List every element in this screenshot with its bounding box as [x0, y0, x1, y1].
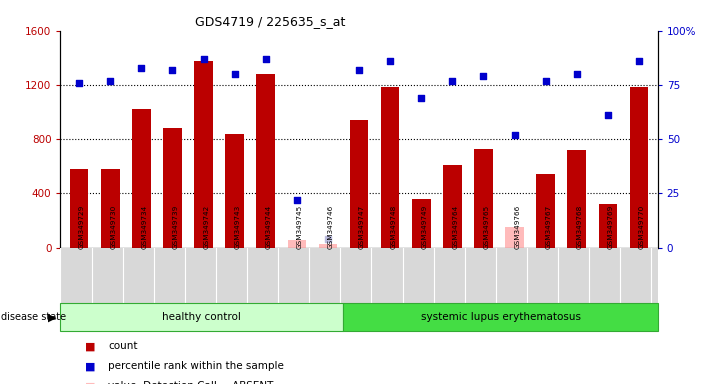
Text: healthy control: healthy control	[162, 312, 241, 322]
Bar	[443, 165, 461, 248]
Text: GSM349743: GSM349743	[235, 205, 240, 249]
Bar	[194, 61, 213, 248]
Text: systemic lupus erythematosus: systemic lupus erythematosus	[420, 312, 580, 322]
Bar	[319, 243, 337, 248]
Text: ■: ■	[85, 341, 96, 351]
Bar	[599, 204, 617, 248]
Bar	[412, 199, 431, 248]
Text: GSM349730: GSM349730	[110, 205, 116, 249]
Bar	[630, 87, 648, 248]
Text: GSM349746: GSM349746	[328, 205, 334, 249]
Point	[447, 78, 458, 84]
Bar	[381, 87, 400, 248]
Text: ■: ■	[85, 381, 96, 384]
Point	[260, 56, 272, 62]
Text: GSM349745: GSM349745	[297, 205, 303, 249]
Bar	[474, 149, 493, 248]
Text: GSM349739: GSM349739	[172, 205, 178, 249]
Text: percentile rank within the sample: percentile rank within the sample	[108, 361, 284, 371]
Text: GDS4719 / 225635_s_at: GDS4719 / 225635_s_at	[195, 15, 346, 28]
Text: GSM349766: GSM349766	[515, 205, 520, 249]
Bar	[70, 169, 88, 248]
Point	[509, 132, 520, 138]
Text: disease state: disease state	[1, 312, 67, 322]
Text: GSM349767: GSM349767	[546, 205, 552, 249]
Point	[602, 112, 614, 118]
Text: GSM349764: GSM349764	[452, 205, 459, 249]
Point	[353, 67, 365, 73]
Text: GSM349744: GSM349744	[266, 205, 272, 249]
Bar	[536, 174, 555, 248]
Text: GSM349748: GSM349748	[390, 205, 396, 249]
Point	[136, 65, 147, 71]
Point	[478, 73, 489, 79]
Point	[292, 197, 303, 203]
Point	[385, 58, 396, 64]
Point	[229, 71, 240, 77]
Text: GSM349734: GSM349734	[141, 205, 147, 249]
Bar	[60, 303, 343, 331]
Text: GSM349729: GSM349729	[79, 205, 85, 249]
Text: GSM349765: GSM349765	[483, 205, 489, 249]
Point	[105, 78, 116, 84]
Bar	[132, 109, 151, 248]
Bar	[163, 128, 182, 248]
Point	[571, 71, 582, 77]
Point	[198, 56, 209, 62]
Point	[540, 78, 552, 84]
Text: GSM349747: GSM349747	[359, 205, 365, 249]
Text: count: count	[108, 341, 137, 351]
Text: ■: ■	[85, 361, 96, 371]
Bar	[101, 169, 119, 248]
Text: GSM349742: GSM349742	[203, 205, 210, 249]
Text: GSM349768: GSM349768	[577, 205, 583, 249]
Bar	[287, 240, 306, 248]
Point	[73, 80, 85, 86]
Text: GSM349749: GSM349749	[421, 205, 427, 249]
Point	[166, 67, 178, 73]
Text: GSM349770: GSM349770	[639, 205, 645, 249]
Text: ▶: ▶	[48, 312, 56, 322]
Point	[322, 236, 333, 242]
Bar	[567, 150, 586, 248]
Bar	[350, 120, 368, 248]
Text: value, Detection Call = ABSENT: value, Detection Call = ABSENT	[108, 381, 274, 384]
Bar	[225, 134, 244, 248]
Bar	[506, 227, 524, 248]
Point	[415, 95, 427, 101]
Bar	[343, 303, 658, 331]
Point	[634, 58, 645, 64]
Text: GSM349769: GSM349769	[608, 205, 614, 249]
Bar	[257, 74, 275, 248]
